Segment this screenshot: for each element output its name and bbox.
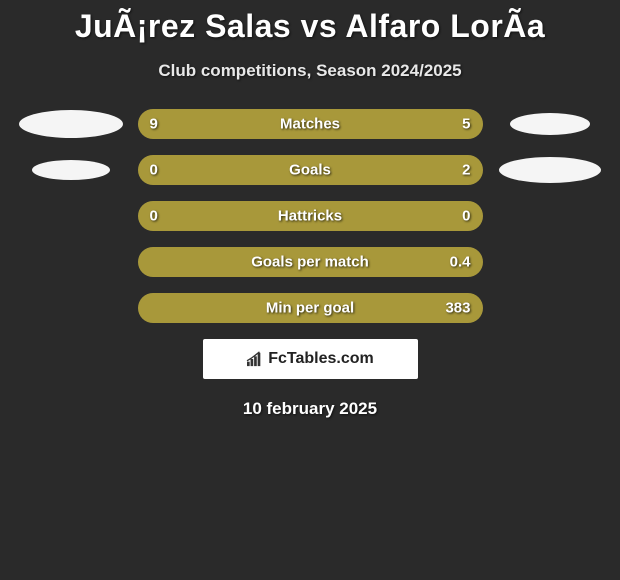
page-title: JuÃ¡rez Salas vs Alfaro LorÃ­a bbox=[0, 0, 620, 45]
player-ellipse-right bbox=[499, 157, 601, 183]
bar-fill-left bbox=[138, 247, 159, 277]
stat-value-left: 0 bbox=[150, 162, 158, 179]
bar-fill-left bbox=[138, 109, 276, 139]
right-ellipse-slot bbox=[495, 155, 605, 185]
player-ellipse-left bbox=[19, 110, 123, 138]
stat-label: Hattricks bbox=[278, 208, 342, 225]
site-logo[interactable]: FcTables.com bbox=[203, 339, 418, 379]
subtitle: Club competitions, Season 2024/2025 bbox=[0, 61, 620, 81]
stat-value-left: 0 bbox=[150, 208, 158, 225]
stat-value-right: 383 bbox=[445, 300, 470, 317]
stat-bar: 0 2 Goals bbox=[138, 155, 483, 185]
right-ellipse-slot bbox=[495, 293, 605, 323]
bar-fill-right bbox=[200, 155, 483, 185]
stat-label: Min per goal bbox=[266, 300, 354, 317]
stat-bar: 9 5 Matches bbox=[138, 109, 483, 139]
stat-label: Goals bbox=[289, 162, 331, 179]
left-ellipse-slot bbox=[16, 155, 126, 185]
date-text: 10 february 2025 bbox=[0, 399, 620, 419]
stat-value-right: 0 bbox=[462, 208, 470, 225]
right-ellipse-slot bbox=[495, 109, 605, 139]
bar-fill-left bbox=[138, 155, 200, 185]
stat-bar: 0 0 Hattricks bbox=[138, 201, 483, 231]
left-ellipse-slot bbox=[16, 201, 126, 231]
player-ellipse-right bbox=[510, 113, 590, 135]
stat-value-right: 5 bbox=[462, 116, 470, 133]
stat-row: 0.4 Goals per match bbox=[0, 247, 620, 277]
right-ellipse-slot bbox=[495, 247, 605, 277]
stat-value-right: 2 bbox=[462, 162, 470, 179]
left-ellipse-slot bbox=[16, 247, 126, 277]
stat-value-left: 9 bbox=[150, 116, 158, 133]
stat-bar: 0.4 Goals per match bbox=[138, 247, 483, 277]
bar-fill-left bbox=[138, 293, 159, 323]
stat-bar: 383 Min per goal bbox=[138, 293, 483, 323]
stat-row: 383 Min per goal bbox=[0, 293, 620, 323]
stat-row: 0 0 Hattricks bbox=[0, 201, 620, 231]
left-ellipse-slot bbox=[16, 109, 126, 139]
left-ellipse-slot bbox=[16, 293, 126, 323]
logo-text: FcTables.com bbox=[268, 350, 374, 368]
comparison-rows: 9 5 Matches 0 2 Goals 0 0 Hattricks 0.4 Goals per … bbox=[0, 109, 620, 323]
player-ellipse-left bbox=[32, 160, 110, 180]
stat-label: Matches bbox=[280, 116, 340, 133]
chart-icon bbox=[246, 351, 264, 367]
stat-label: Goals per match bbox=[251, 254, 369, 271]
stat-row: 0 2 Goals bbox=[0, 155, 620, 185]
stat-row: 9 5 Matches bbox=[0, 109, 620, 139]
stat-value-right: 0.4 bbox=[450, 254, 471, 271]
right-ellipse-slot bbox=[495, 201, 605, 231]
